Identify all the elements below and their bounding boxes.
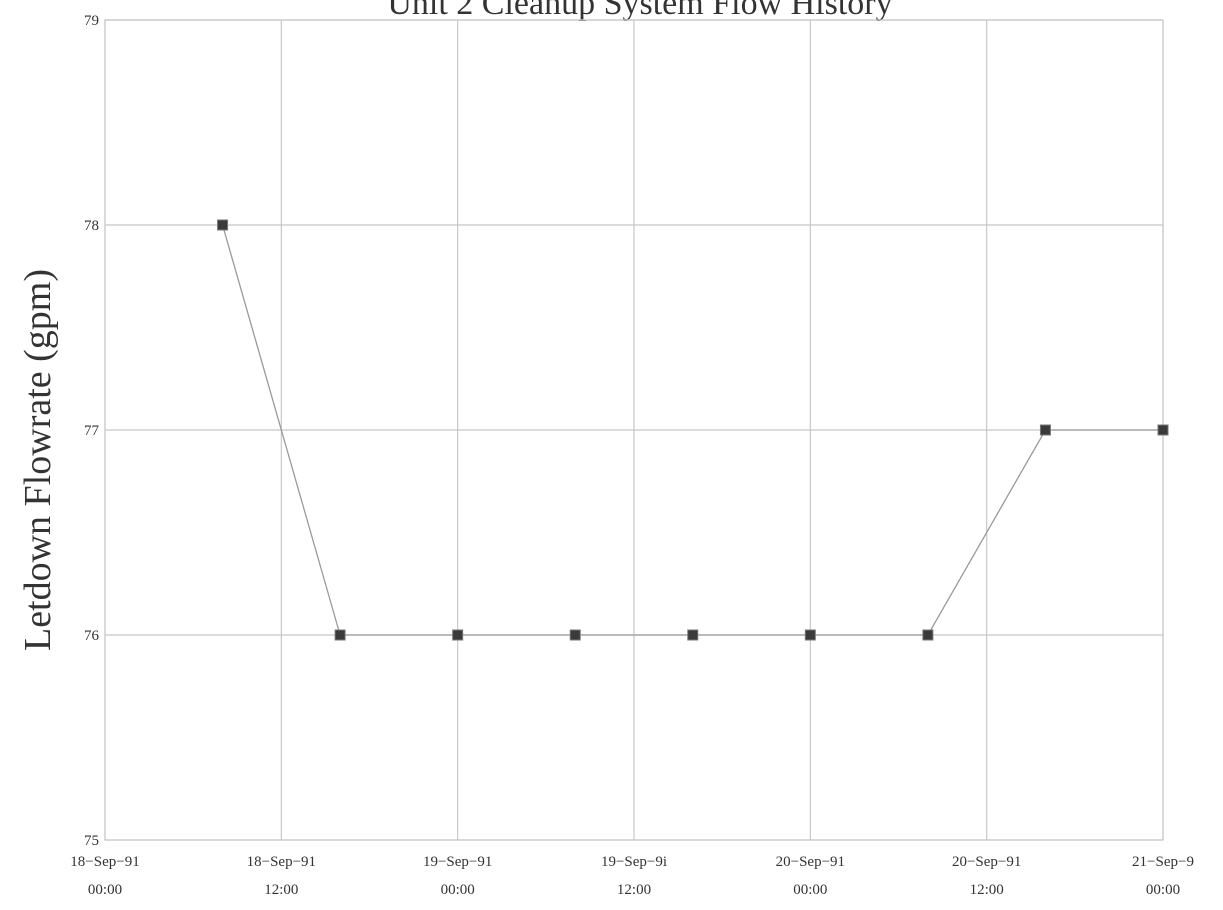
x-tick-label-time: 12:00 <box>970 882 1004 898</box>
x-tick-label-date: 20−Sep−91 <box>952 854 1021 870</box>
x-tick-label-date: 21−Sep−9 <box>1132 854 1194 870</box>
y-axis-ticks: 75 76 77 78 79 <box>84 13 100 849</box>
y-tick-label: 79 <box>84 13 99 29</box>
data-point <box>452 629 464 641</box>
x-tick-label-date: 18−Sep−91 <box>247 854 316 870</box>
x-tick-label-date: 19−Sep−91 <box>423 854 492 870</box>
x-tick-label-time: 12:00 <box>264 882 298 898</box>
data-point <box>922 629 934 641</box>
x-tick-label-date: 20−Sep−91 <box>776 854 845 870</box>
data-point <box>334 629 346 641</box>
chart-title: Unit 2 Cleanup System Flow History <box>387 0 892 22</box>
data-point <box>217 219 229 231</box>
x-tick-label-time: 00:00 <box>441 882 475 898</box>
x-axis-ticks: 18−Sep−91 00:00 18−Sep−91 12:00 19−Sep−91 00:… <box>70 854 1194 898</box>
data-point <box>687 629 699 641</box>
data-markers <box>217 219 1169 641</box>
x-tick-label-date: 18−Sep−91 <box>70 854 139 870</box>
y-tick-label: 78 <box>84 218 99 234</box>
data-point <box>804 629 816 641</box>
data-point <box>1157 424 1169 436</box>
x-tick-label-time: 00:00 <box>793 882 827 898</box>
data-point <box>1039 424 1051 436</box>
y-axis-label: Letdown Flowrate (gpm) <box>17 269 59 651</box>
data-point <box>569 629 581 641</box>
y-tick-label: 75 <box>84 833 99 849</box>
grid-lines <box>104 19 1164 841</box>
y-tick-label: 77 <box>84 423 100 439</box>
x-tick-label-date: 19−Sep−9i <box>601 854 667 870</box>
x-tick-label-time: 12:00 <box>617 882 651 898</box>
x-tick-label-time: 00:00 <box>88 882 122 898</box>
y-tick-label: 76 <box>84 628 100 644</box>
x-tick-label-time: 00:00 <box>1146 882 1180 898</box>
